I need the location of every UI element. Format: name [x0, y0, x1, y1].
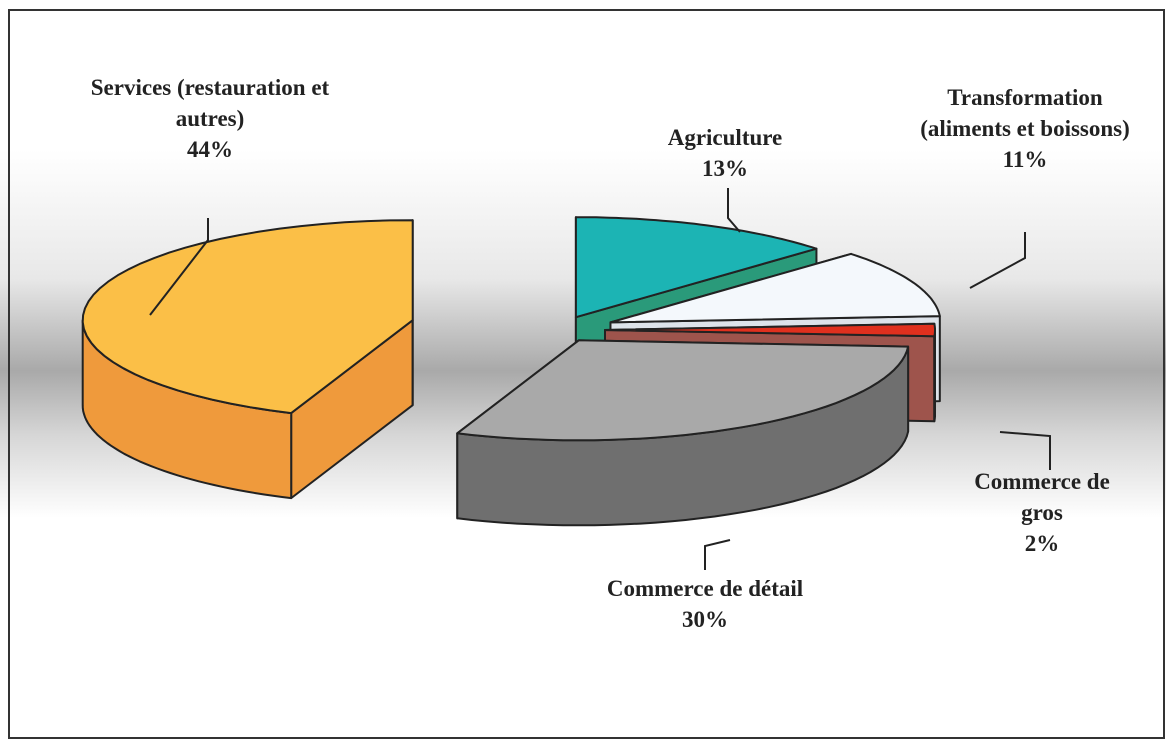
- value-label: 2%: [1024, 531, 1060, 556]
- category-name: Services (restauration et autres): [90, 75, 330, 131]
- leader-line: [727, 188, 741, 233]
- slice-top: [81, 219, 414, 415]
- slice-label: Transformation (aliments et boissons) 11%: [915, 82, 1135, 175]
- pie: [81, 216, 941, 527]
- frame: [8, 9, 1165, 739]
- value-label: 13%: [702, 156, 748, 181]
- slice-label: Commerce de gros 2%: [957, 466, 1127, 559]
- leader-line: [704, 539, 731, 570]
- value-label: 44%: [187, 137, 233, 162]
- category-name: Agriculture: [667, 125, 783, 150]
- slice-top: [574, 216, 818, 319]
- slice-label: Commerce de détail 30%: [595, 573, 815, 635]
- leader-line: [969, 232, 1026, 289]
- leader-line: [149, 218, 209, 316]
- slice-top: [609, 252, 941, 324]
- leader-line: [999, 431, 1051, 470]
- slice-label: Agriculture 13%: [625, 122, 825, 184]
- value-label: 11%: [1002, 147, 1048, 172]
- category-name: Commerce de détail: [606, 576, 804, 601]
- slice-wall: [933, 329, 936, 423]
- value-label: 30%: [682, 607, 728, 632]
- slice-label: Services (restauration et autres) 44%: [80, 72, 340, 165]
- slice-top: [456, 339, 910, 442]
- category-name: Transformation (aliments et boissons): [920, 85, 1130, 141]
- slice-top: [604, 322, 936, 338]
- category-name: Commerce de gros: [974, 469, 1110, 525]
